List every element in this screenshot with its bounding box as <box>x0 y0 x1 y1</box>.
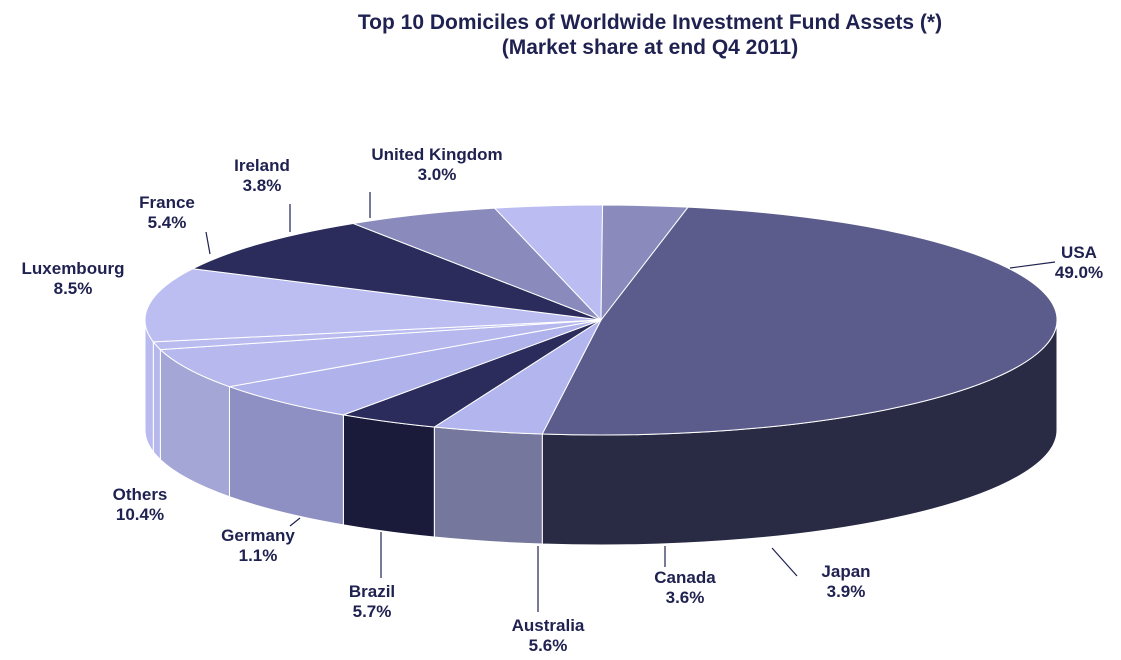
slice-label-others: Others <box>113 485 168 504</box>
chart-subtitle: (Market share at end Q4 2011) <box>501 36 799 59</box>
pie-slice-brazil <box>159 319 602 388</box>
slice-label-germany: Germany <box>221 526 295 545</box>
slice-value-brazil: 5.7% <box>353 602 392 621</box>
slice-label-ireland: Ireland <box>234 156 290 175</box>
pie-side-canada <box>342 414 435 538</box>
slice-value-ireland: 3.8% <box>243 176 282 195</box>
slice-value-france: 5.4% <box>148 213 187 232</box>
slice-value-luxembourg: 8.5% <box>54 279 93 298</box>
slice-label-usa: USA <box>1061 243 1097 262</box>
slice-label-united-kingdom: United Kingdom <box>371 145 502 164</box>
leader-line-france <box>205 231 211 255</box>
pie-slice-usa <box>541 206 1058 436</box>
pie-side-germany <box>152 340 161 461</box>
leader-line-germany <box>289 517 301 527</box>
pie-top-layer <box>144 204 1058 436</box>
slice-value-others: 10.4% <box>116 505 164 524</box>
leader-line-usa <box>1009 261 1056 269</box>
slice-value-japan: 3.9% <box>827 582 866 601</box>
pie-slice-france <box>351 207 602 321</box>
chart-title: Top 10 Domiciles of Worldwide Investment… <box>357 11 943 34</box>
pie-side-japan <box>433 426 543 545</box>
pie-slice-others <box>144 268 602 343</box>
slice-value-canada: 3.6% <box>666 588 705 607</box>
slice-value-usa: 49.0% <box>1055 263 1103 282</box>
slice-label-brazil: Brazil <box>349 582 395 601</box>
slice-label-france: France <box>139 193 195 212</box>
leader-line-layer <box>205 192 1056 612</box>
slice-label-canada: Canada <box>654 568 716 587</box>
slice-label-japan: Japan <box>821 562 870 581</box>
pie-slice-united-kingdom <box>600 204 689 322</box>
pie-slice-luxembourg <box>191 222 602 321</box>
slice-label-luxembourg: Luxembourg <box>22 259 125 278</box>
pie-slice-australia <box>227 319 602 416</box>
slice-value-germany: 1.1% <box>239 546 278 565</box>
leader-line-japan <box>771 547 798 577</box>
chart-title-block: Top 10 Domiciles of Worldwide Investment… <box>0 10 1121 60</box>
slice-value-united-kingdom: 3.0% <box>418 165 457 184</box>
slice-label-australia: Australia <box>512 616 585 635</box>
slice-value-australia: 5.6% <box>529 636 568 655</box>
